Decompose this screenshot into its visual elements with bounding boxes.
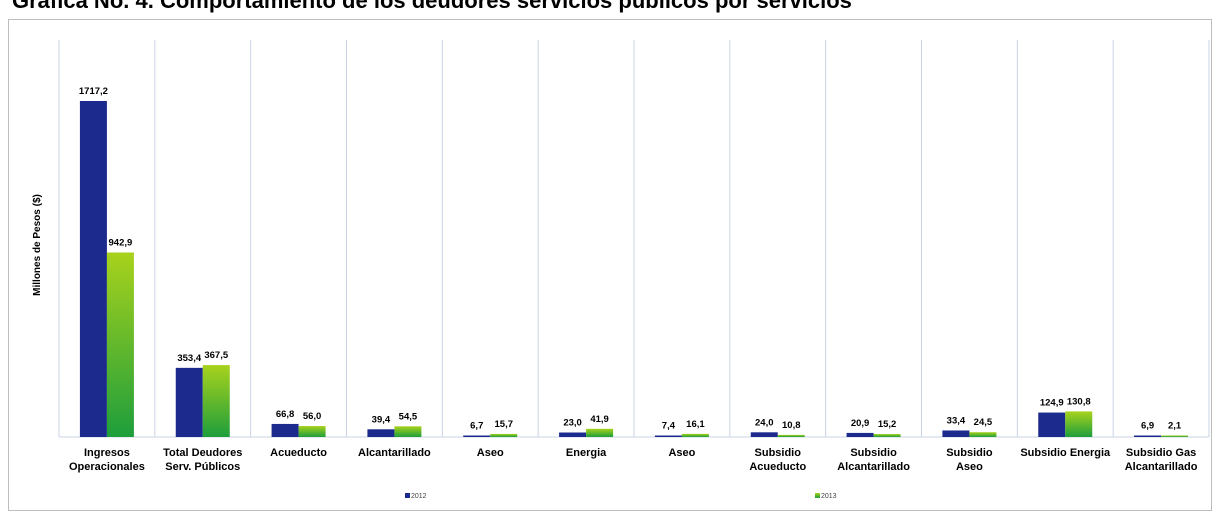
bars	[79, 101, 1189, 437]
category-label: Alcantarillado	[1125, 461, 1198, 473]
bar-2013	[777, 434, 805, 437]
bar-2013	[298, 426, 326, 437]
data-label-2012: 24,0	[755, 417, 774, 428]
data-label-2013: 56,0	[303, 411, 322, 422]
bar-2012	[271, 423, 299, 437]
category-labels: Ingresos Operacionales Total Deudores Serv.…	[69, 447, 1198, 473]
category-label: Acueducto	[270, 447, 327, 459]
category-label: Subsidio	[946, 447, 993, 459]
data-label-2013: 15,7	[495, 419, 514, 430]
bar-2012	[559, 432, 587, 437]
data-label-2012: 66,8	[276, 409, 295, 420]
category-label: Alcantarillado	[358, 447, 431, 459]
category-label: Aseo	[956, 461, 983, 473]
bar-2012	[367, 429, 395, 437]
data-label-2013: 15,2	[878, 419, 897, 430]
bar-2012	[79, 101, 107, 437]
category-label: Alcantarillado	[837, 461, 910, 473]
bar-2013	[394, 426, 422, 437]
legend-swatch	[815, 493, 820, 498]
category-label: Energia	[566, 447, 607, 459]
data-label-2013: 16,1	[686, 419, 705, 430]
data-label-2013: 367,5	[204, 350, 228, 361]
category-label: Total Deudores	[163, 447, 242, 459]
bar-2013	[1161, 435, 1189, 437]
bar-2012	[1038, 412, 1066, 437]
category-label: Subsidio	[755, 447, 802, 459]
bar-2012	[1134, 435, 1162, 437]
data-label-2012: 20,9	[851, 418, 870, 429]
bar-2012	[654, 435, 682, 437]
bar-2013	[490, 433, 518, 437]
category-label: Subsidio Energia	[1020, 447, 1111, 459]
data-labels: 1717,2 942,9 353,4 367,5 66,8 56,0 39,4 54,5 6,7…	[79, 86, 1182, 432]
gridlines	[58, 40, 1210, 438]
page-title: Gráfica No. 4. Comportamiento de los deu…	[12, 0, 852, 13]
category-label: Aseo	[668, 447, 695, 459]
data-label-2012: 353,4	[177, 353, 201, 364]
bar-2013	[873, 434, 901, 437]
data-label-2013: 10,8	[782, 420, 801, 431]
data-label-2012: 1717,2	[79, 86, 108, 97]
bar-2013	[969, 432, 997, 437]
category-label: Acueducto	[749, 461, 806, 473]
bar-2013	[681, 433, 709, 437]
bar-2012	[942, 430, 970, 437]
category-label: Subsidio Gas	[1126, 447, 1196, 459]
data-label-2012: 6,9	[1141, 421, 1154, 432]
bar-2012	[463, 435, 491, 437]
category-label: Aseo	[477, 447, 504, 459]
data-label-2013: 41,9	[590, 414, 609, 425]
category-label: Serv. Públicos	[165, 461, 240, 473]
data-label-2013: 942,9	[109, 238, 133, 249]
bar-2012	[846, 432, 874, 437]
bar-2013	[202, 365, 230, 437]
data-label-2012: 124,9	[1040, 398, 1064, 409]
legend-label: 2012	[411, 493, 427, 500]
data-label-2013: 2,1	[1168, 421, 1182, 432]
bar-2012	[750, 432, 778, 437]
data-label-2012: 23,0	[563, 417, 582, 428]
y-axis-title: Millones de Pesos ($)	[32, 194, 43, 296]
category-label: Subsidio	[850, 447, 897, 459]
legend-label: 2013	[821, 493, 837, 500]
data-label-2013: 54,5	[399, 411, 418, 422]
bar-2013	[1065, 411, 1093, 437]
legend-swatch	[405, 493, 410, 498]
data-label-2012: 33,4	[947, 415, 966, 426]
bar-2013	[586, 428, 614, 437]
data-label-2013: 24,5	[974, 417, 993, 428]
data-label-2012: 7,4	[662, 421, 676, 432]
data-label-2012: 6,7	[470, 421, 483, 432]
category-label: Operacionales	[69, 461, 145, 473]
data-label-2013: 130,8	[1067, 396, 1091, 407]
category-label: Ingresos	[84, 447, 130, 459]
legend: 2012 2013	[405, 493, 837, 500]
bar-2013	[106, 252, 134, 437]
bar-2012	[175, 367, 203, 437]
data-label-2012: 39,4	[372, 414, 391, 425]
